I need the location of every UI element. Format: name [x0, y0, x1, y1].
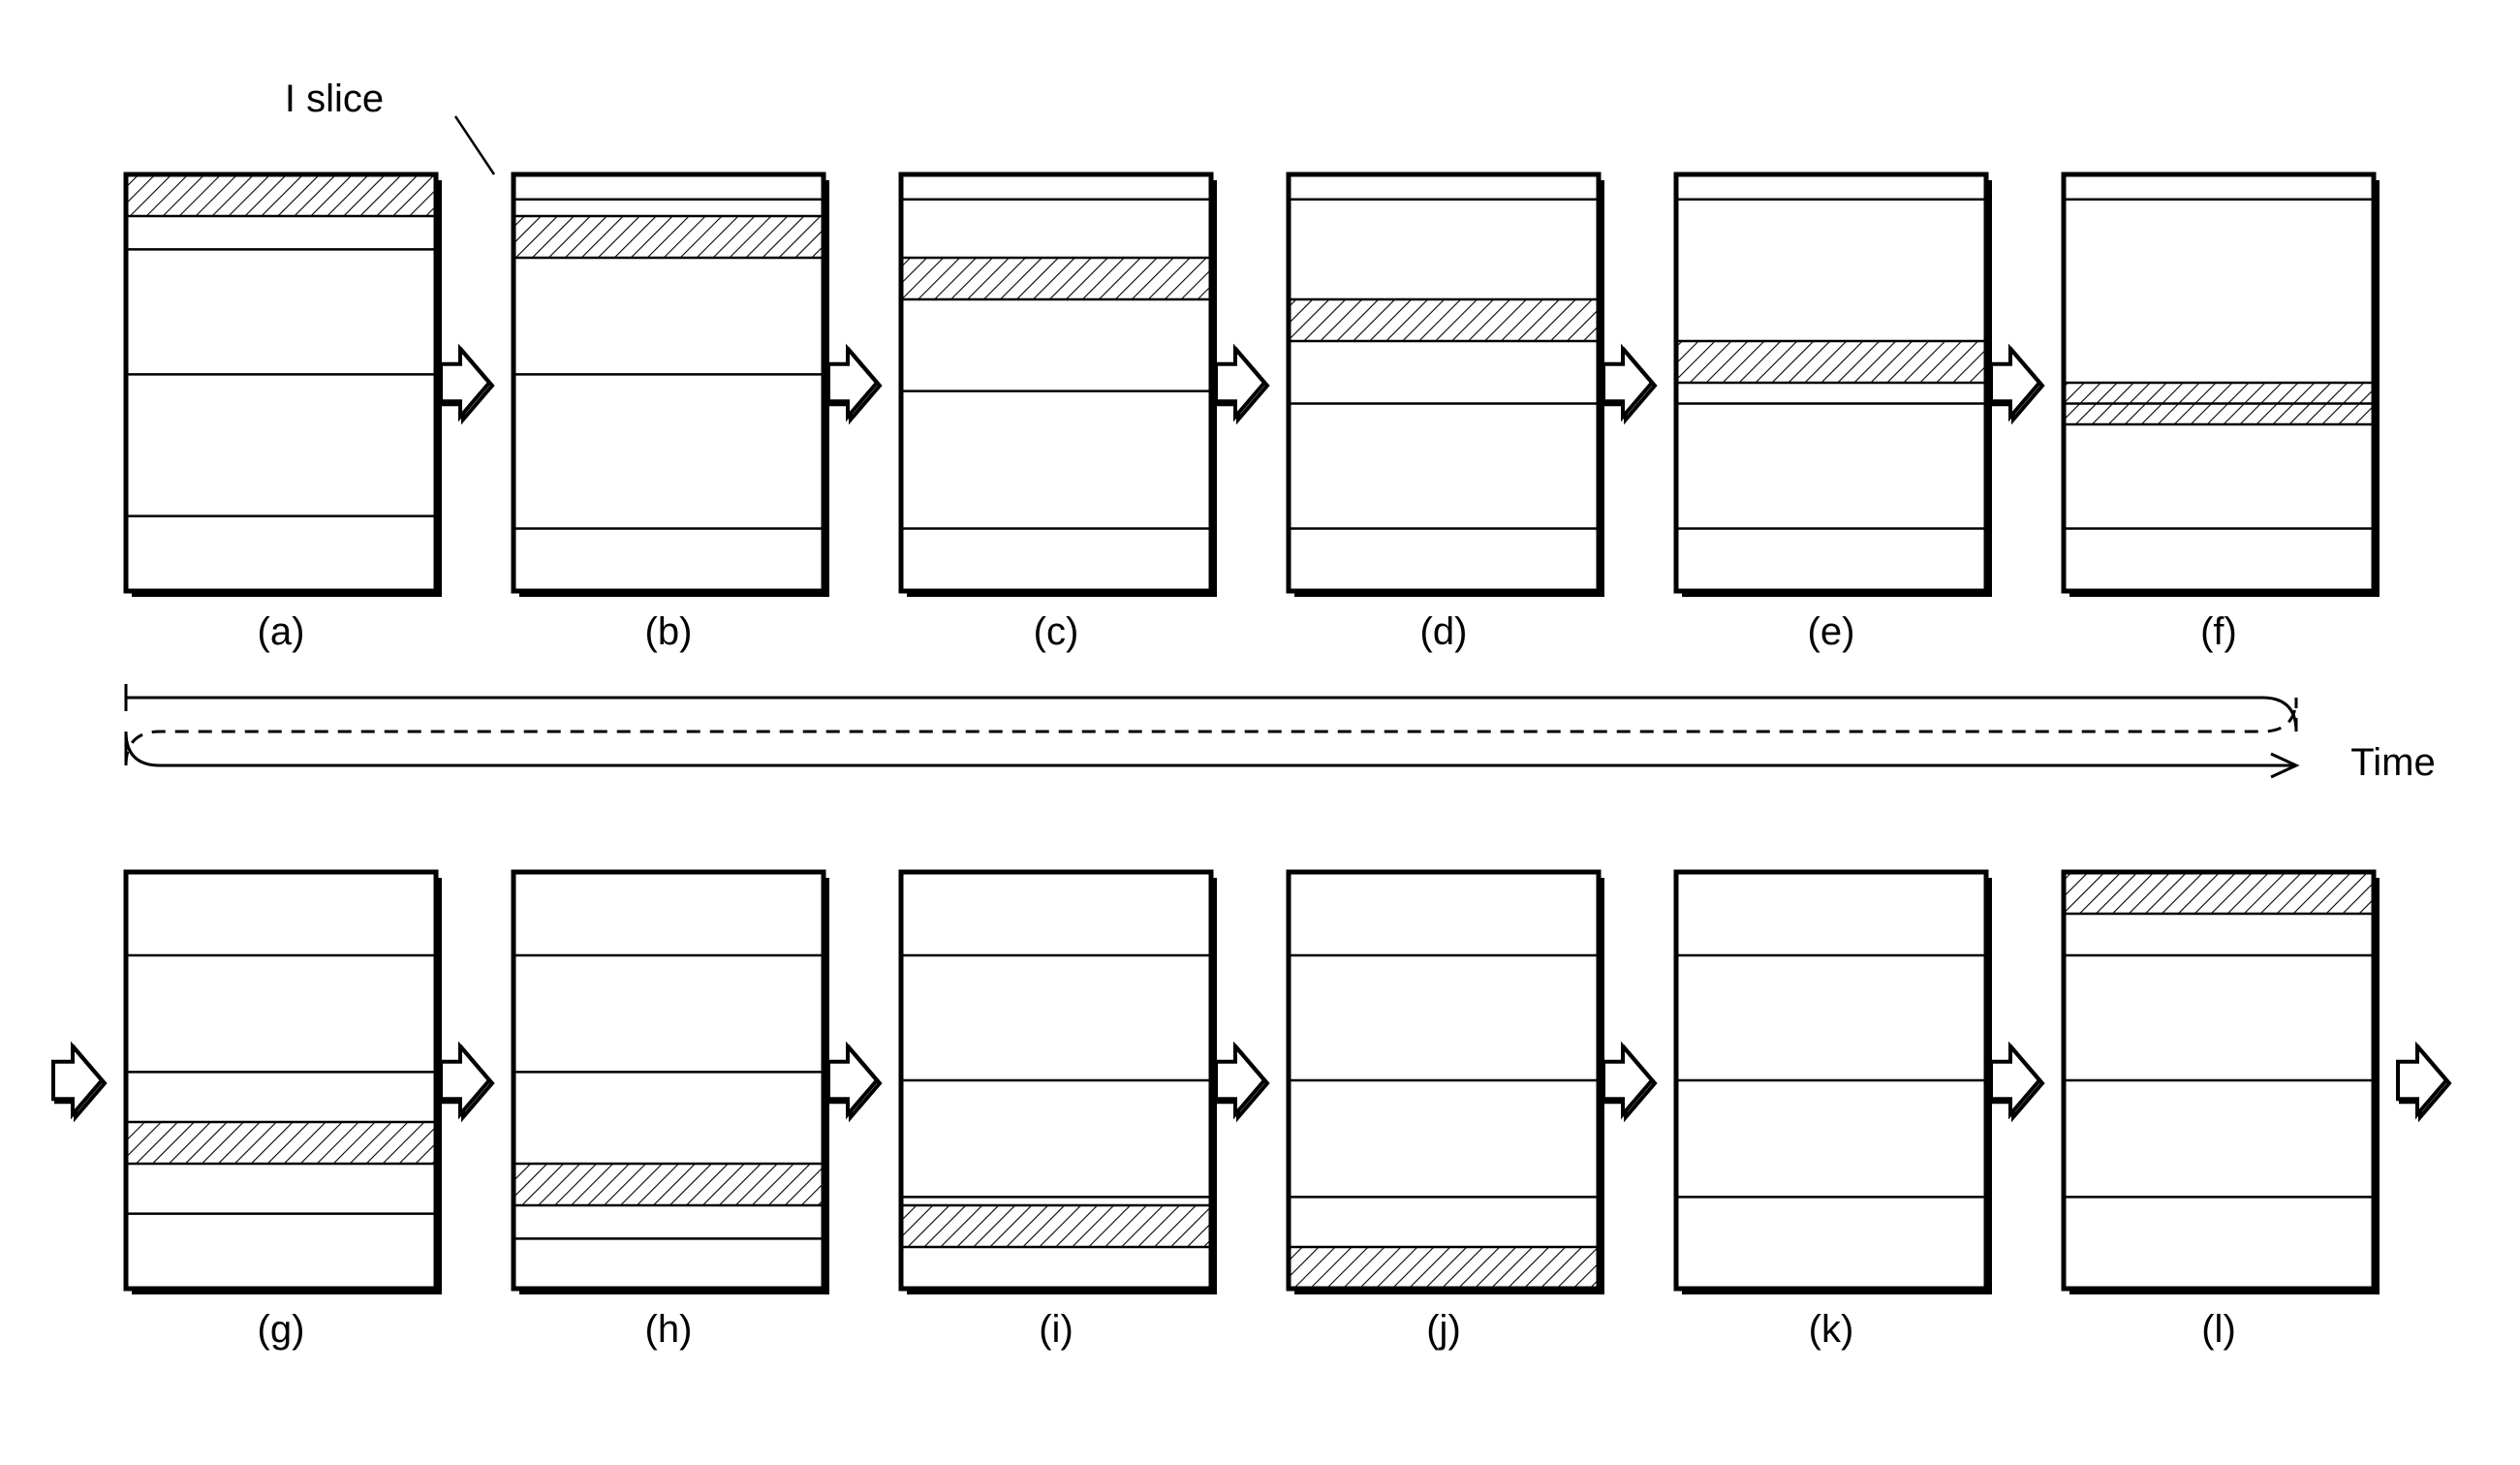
i-slice [1289, 299, 1599, 341]
frame-label-c: (c) [1034, 610, 1079, 653]
sequence-arrow-icon [441, 349, 489, 417]
i-slice [901, 1205, 1211, 1247]
i-slice-label: I slice [285, 78, 384, 120]
frame-label-h: (h) [645, 1308, 693, 1351]
i-slice [2064, 872, 2374, 914]
frame-a: (a) [126, 174, 442, 653]
timeline-top [126, 698, 2296, 732]
i-slice [513, 1164, 824, 1205]
sequence-arrow-icon [828, 349, 877, 417]
sequence-arrow-icon [441, 1046, 489, 1114]
frame-label-k: (k) [1809, 1308, 1854, 1351]
time-axis-label: Time [2350, 741, 2435, 784]
i-slice [1289, 1247, 1599, 1289]
i-slice [901, 258, 1211, 299]
sequence-arrow-icon [1991, 349, 2039, 417]
sequence-arrow-icon [53, 1046, 102, 1114]
frame-label-d: (d) [1420, 610, 1468, 653]
frame-label-e: (e) [1808, 610, 1855, 653]
frame-label-j: (j) [1426, 1308, 1461, 1351]
frame-d: (d) [1289, 174, 1604, 653]
sequence-arrow-icon [828, 1046, 877, 1114]
frame-h: (h) [513, 872, 829, 1351]
frame-j: (j) [1289, 872, 1604, 1351]
frame-label-b: (b) [645, 610, 693, 653]
frame-e: (e) [1676, 174, 1992, 653]
i-slice [126, 1122, 436, 1164]
frame-k: (k) [1676, 872, 1992, 1351]
frame-c: (c) [901, 174, 1217, 653]
timeline-bottom [126, 732, 2296, 765]
i-slice [126, 174, 436, 216]
frame-label-l: (l) [2201, 1308, 2236, 1351]
frame-b: (b) [513, 174, 829, 653]
sequence-arrow-icon [1216, 349, 1264, 417]
i-slice [1676, 341, 1986, 383]
sequence-arrow-icon [1603, 349, 1652, 417]
frame-i: (i) [901, 872, 1217, 1351]
frame-label-f: (f) [2200, 610, 2237, 653]
sequence-arrow-icon [2398, 1046, 2446, 1114]
i-slice-pointer [455, 116, 494, 174]
frame-label-a: (a) [258, 610, 305, 653]
frame-l: (l) [2064, 872, 2380, 1351]
frame-label-g: (g) [258, 1308, 305, 1351]
frame-g: (g) [126, 872, 442, 1351]
i-slice [513, 216, 824, 258]
sequence-arrow-icon [1991, 1046, 2039, 1114]
sequence-arrow-icon [1603, 1046, 1652, 1114]
sequence-arrow-icon [1216, 1046, 1264, 1114]
frame-label-i: (i) [1039, 1308, 1073, 1351]
frame-f: (f) [2064, 174, 2380, 653]
timeline-dashed [126, 698, 2296, 765]
